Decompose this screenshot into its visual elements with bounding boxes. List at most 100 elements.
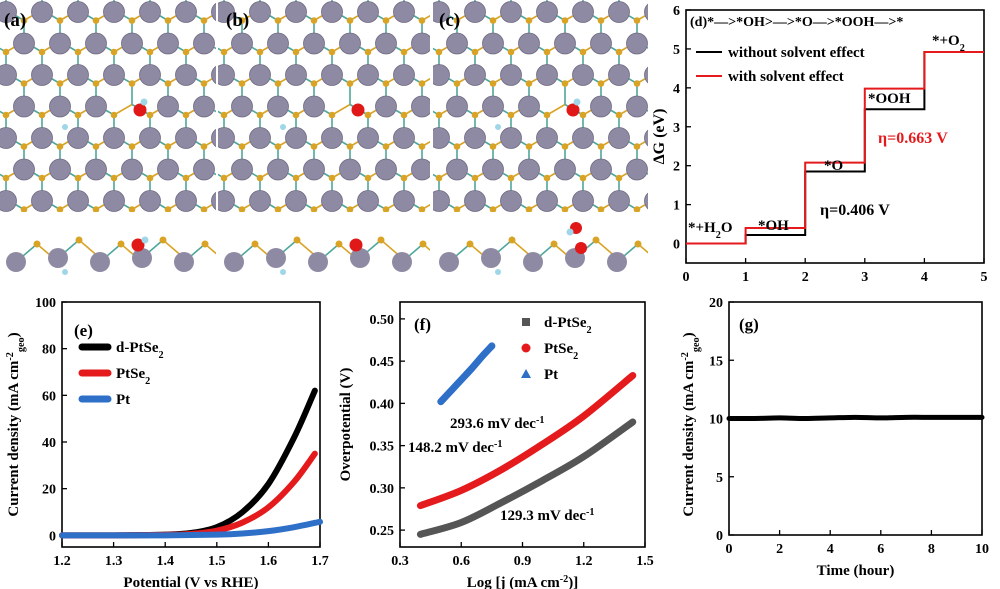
bond-gold [331,103,351,116]
se-atom [182,174,190,182]
hydrogen-atom [495,124,501,130]
bond-gold [637,243,648,254]
se-atom [200,17,208,24]
chart-g-ylabel: Current density (mA cm-2geo) [680,332,702,516]
se-atom [310,80,318,87]
se-atom [238,17,246,24]
x-tick-label: 1.3 [105,554,123,569]
pt-atom [249,64,271,86]
pt-atom [446,158,468,181]
se-atom [471,111,479,119]
y-tick-label: 1 [673,199,680,214]
pt-atom [0,64,17,86]
se-atom [75,236,83,244]
se-atom [220,174,228,182]
se-atom [435,48,443,56]
pt-atom [321,190,343,212]
series-line [59,518,323,539]
se-atom [56,206,64,213]
se-atom [453,206,461,213]
se-atom [292,174,300,182]
se-atom [274,143,282,150]
se-atom [453,80,461,87]
pt-atom [175,1,197,23]
pt-atom [157,158,179,181]
se-atom [634,240,642,248]
se-atom [615,111,623,119]
se-atom [418,143,426,150]
pt-atom [433,190,450,212]
pt-atom [375,95,397,118]
se-atom [489,143,497,150]
se-atom [128,206,136,213]
pt-atom [285,1,307,23]
hydrogen-atom [62,269,68,275]
x-tick-label: 5 [981,270,988,285]
chart-f-xlabel: Log [j (mA cm-2)] [467,574,578,589]
structure-svg-c [433,0,648,290]
se-atom [20,143,28,150]
pt-atom [193,158,215,181]
se-atom [200,206,208,213]
se-atom [164,143,172,150]
se-atom [579,111,587,119]
bond-teal [218,47,225,53]
pt-atom [464,1,486,23]
pt-atom [67,127,89,149]
pt-atom [231,158,253,181]
pt-atom [608,190,630,212]
y-tick-label: 0.40 [370,397,395,412]
pt-atom [536,1,558,23]
pt-atom [31,64,53,86]
structure-svg-a [0,0,216,290]
chart-e: 1.2 1.3 1.4 1.5 1.6 1.7 0 20 40 60 80 100 (e) d-PtSe2… [5,296,329,589]
se-atom [597,206,605,213]
legend-marker [521,343,531,353]
side-view [6,236,216,275]
hydrogen-atom [280,124,286,130]
pt-atom [285,64,307,86]
se-atom [128,143,136,150]
se-atom [561,206,569,213]
bond-gold [546,103,566,116]
pt-atom [464,127,486,149]
se-atom [201,240,209,248]
se-atom [38,174,46,182]
y-tick-label: 0 [673,238,680,253]
oxygen-atom [131,238,145,252]
se-atom [400,174,408,182]
lattice-group [0,0,216,242]
chart-g-label: (g) [739,315,759,334]
pt-atom [174,252,194,272]
pt-atom [554,158,576,181]
se-atom [56,17,64,24]
se-atom [418,206,426,213]
pt-atom [157,32,179,55]
y-tick-label: 6 [673,4,680,19]
side-view [224,236,430,275]
se-atom [382,143,390,150]
se-atom [238,143,246,150]
pt-atom [31,1,53,23]
x-tick-label: 0.3 [391,554,409,569]
pt-atom [308,252,328,272]
bond-gold [421,14,430,22]
se-atom [382,17,390,24]
se-atom [38,111,46,119]
pt-atom [303,95,325,118]
pt-atom [13,32,35,55]
plot-frame [61,301,321,548]
bond-teal [218,110,225,116]
pt-atom [231,32,253,55]
pt-atom [90,252,110,272]
se-atom [382,80,390,87]
pt-atom [175,127,197,149]
se-atom [200,80,208,87]
se-atom [92,80,100,87]
annot-dptse2-slope: 129.3 mV dec-1 [500,507,594,525]
pt-atom [482,158,504,181]
pt-atom [464,190,486,212]
pt-atom [31,190,53,212]
pt-atom [0,190,17,212]
se-atom [364,111,372,119]
